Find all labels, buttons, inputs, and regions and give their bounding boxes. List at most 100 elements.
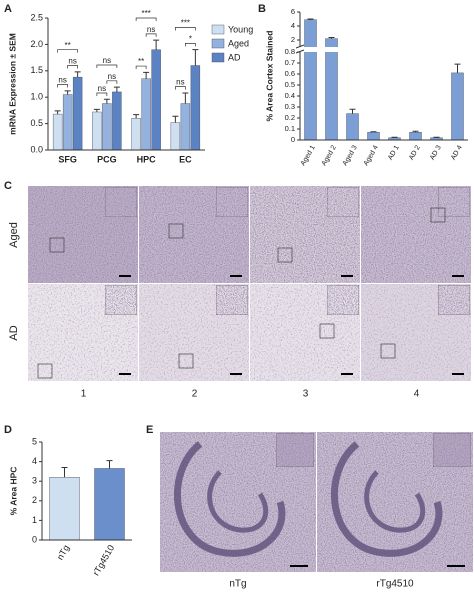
bar [346,113,359,141]
significance-bracket [175,86,186,90]
column-label: 2 [192,389,198,400]
roi-box [319,323,335,339]
significance-label: ns [98,84,106,93]
error-bar [61,466,68,478]
y-axis-label: mRNA Expression ± SEM [7,33,17,135]
significance-bracket [106,80,118,84]
cell-layer [364,470,426,533]
y-tick-label: 3 [32,476,37,486]
y-tick-label: 1.0 [30,92,43,102]
cell-layer [207,470,269,533]
column-label: 1 [81,389,87,400]
x-tick-label: SFG [58,154,77,164]
bar [94,468,125,541]
legend-label: AD [228,52,241,62]
panel-label: E [146,424,153,436]
roi-box [430,207,446,223]
significance-label: ns [68,57,76,66]
x-tick-label: Aged 1 [300,144,317,167]
y-tick-label: 6 [291,7,295,16]
inset [437,186,471,218]
significance-bracket [135,17,157,21]
y-tick-label: 0.0 [30,144,43,154]
y-tick-label: 0.4 [285,91,295,100]
significance-label: *** [181,19,190,28]
bar [92,111,102,151]
y-tick-label: 4 [291,21,295,30]
roi-box [168,223,184,239]
bar [180,103,191,151]
error-bar [328,37,335,39]
significance-label: ns [176,78,184,87]
legend-swatch [211,52,225,63]
inset [432,432,472,468]
significance-bracket [185,42,196,47]
y-tick-label: 0.3 [285,102,295,111]
inset [326,284,360,316]
roi-box [49,237,65,253]
error-bar [182,92,189,104]
x-tick-label: Aged 4 [363,144,380,167]
significance-label: ns [147,25,155,34]
y-tick-label: 0 [32,534,37,544]
bar [151,49,161,151]
error-bar [307,18,314,20]
bar [49,477,80,541]
roi-box [37,363,53,379]
y-tick-label: 0.6 [285,69,295,78]
axis-break [294,47,470,52]
row-label: AD [8,325,20,340]
x-tick-label: Aged 2 [321,144,338,167]
image-label: nTg [229,579,246,590]
bar [72,76,83,151]
panel-label: B [258,3,266,15]
significance-bracket [135,65,147,70]
inset [104,186,138,218]
bar [190,65,201,151]
error-bar [103,98,110,104]
y-tick-label: 0.8 [285,47,295,56]
y-tick-label: 0.1 [285,124,295,133]
x-tick-label: AD 1 [387,144,401,161]
significance-label: ns [58,76,66,85]
inset [215,284,249,316]
bar [304,19,317,141]
bar [141,78,151,151]
roi-box [277,247,293,263]
roi-box [380,343,396,359]
cell-layer [331,441,443,557]
x-tick-label: AD 2 [408,144,422,161]
x-tick-label: nTg [55,543,71,561]
significance-bracket [96,92,108,96]
y-tick-label: 4 [32,456,37,466]
error-bar [143,71,150,79]
error-bar [433,136,440,138]
bar [367,132,380,141]
legend-label: Aged [228,38,249,48]
y-tick-label: 0.7 [285,58,295,67]
y-tick-label: 1 [32,515,37,525]
x-tick-label: EC [179,154,192,164]
y-tick-label: 5 [32,436,37,446]
y-tick-label: 2.0 [30,39,43,49]
x-tick-label: rTg4510 [91,543,116,577]
y-tick-label: 0.5 [30,118,43,128]
error-bar [106,460,113,469]
x-tick-label: PCG [97,154,117,164]
inset [215,186,249,218]
error-bar [93,108,100,112]
legend-label: Young [228,24,253,34]
error-bar [349,108,356,114]
error-bar [370,131,377,133]
significance-bracket [57,49,78,53]
bar [112,91,122,151]
y-tick-label: 2 [32,495,37,505]
bar [62,94,73,151]
significance-bracket [57,84,68,88]
bar [102,103,112,151]
y-tick-label: 0.2 [285,113,295,122]
significance-label: ns [108,72,116,81]
panel-label: C [4,180,12,192]
panel-label: A [4,3,12,15]
error-bar [454,63,461,73]
